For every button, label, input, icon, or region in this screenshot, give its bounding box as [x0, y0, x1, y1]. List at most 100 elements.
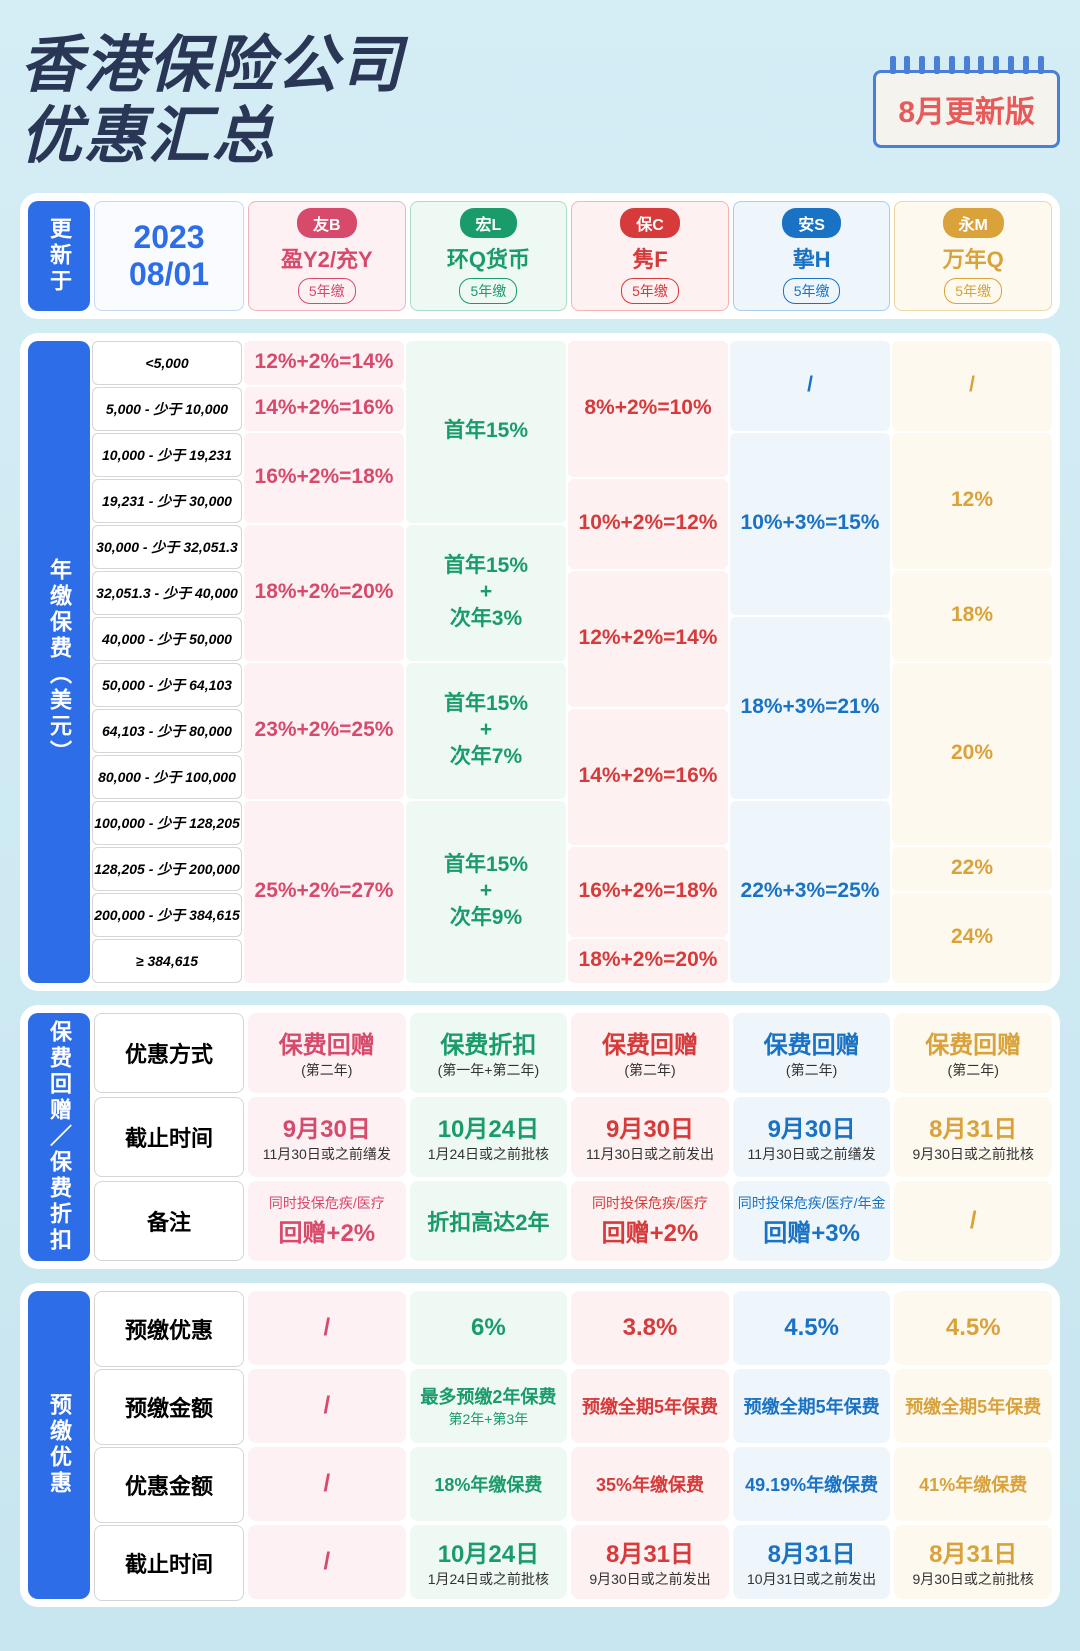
title-line2: 优惠汇总: [20, 101, 404, 172]
co-s: 安S 挚H 5年缴: [733, 201, 891, 311]
val-l: 首年15%: [406, 341, 566, 523]
val-s: 22%+3%=25%: [730, 801, 890, 983]
tier-row: 80,000 - 少于 100,000: [92, 755, 242, 799]
co-c-term: 5年缴: [621, 278, 679, 304]
prepay-b3: /: [248, 1447, 406, 1521]
refund-l2: 10月24日1月24日或之前批核: [410, 1097, 568, 1177]
refund-b1: 保费回赠(第二年): [248, 1013, 406, 1093]
refund-row-label: 优惠方式: [94, 1013, 244, 1093]
date-cell: 2023 08/01: [94, 201, 244, 311]
val-b: 25%+2%=27%: [244, 801, 404, 983]
prepay-row-label: 预缴金额: [94, 1369, 244, 1445]
co-b: 友B 盈Y2/充Y 5年缴: [248, 201, 406, 311]
side-prepay: 预缴优惠: [28, 1291, 90, 1599]
co-b-tag: 友B: [297, 208, 357, 238]
prepay-m3: 41%年缴保费: [894, 1447, 1052, 1521]
tier-row: 30,000 - 少于 32,051.3: [92, 525, 242, 569]
date-year: 2023: [133, 219, 204, 256]
prepay-panel: 预缴优惠 预缴优惠 / 6% 3.8% 4.5% 4.5% 预缴金额 / 最多预…: [20, 1283, 1060, 1607]
val-c: 12%+2%=14%: [568, 571, 728, 707]
val-c: 14%+2%=16%: [568, 709, 728, 845]
prepay-l3: 18%年缴保费: [410, 1447, 568, 1521]
val-m: 24%: [892, 893, 1052, 983]
val-s: 10%+3%=15%: [730, 433, 890, 615]
co-s-term: 5年缴: [783, 278, 841, 304]
co-m-tag: 永M: [943, 208, 1004, 238]
prepay-l1: 6%: [410, 1291, 568, 1365]
refund-l3: 折扣高达2年: [410, 1181, 568, 1261]
val-c: 10%+2%=12%: [568, 479, 728, 569]
side-tiers: 年缴保费（美元）: [28, 341, 90, 983]
prepay-m1: 4.5%: [894, 1291, 1052, 1365]
refund-b3: 同时投保危疾/医疗回赠+2%: [248, 1181, 406, 1261]
co-b-term: 5年缴: [298, 278, 356, 304]
side-refund: 保费回赠／保费折扣: [28, 1013, 90, 1261]
tier-row: 40,000 - 少于 50,000: [92, 617, 242, 661]
refund-l1: 保费折扣(第一年+第二年): [410, 1013, 568, 1093]
tier-row: 32,051.3 - 少于 40,000: [92, 571, 242, 615]
prepay-row-label: 预缴优惠: [94, 1291, 244, 1367]
page-title: 香港保险公司 优惠汇总: [20, 30, 404, 173]
title-block: 香港保险公司 优惠汇总 8月更新版: [20, 30, 1060, 173]
val-c: 8%+2%=10%: [568, 341, 728, 477]
tier-row: 5,000 - 少于 10,000: [92, 387, 242, 431]
prepay-m2: 预缴全期5年保费: [894, 1369, 1052, 1443]
co-s-tag: 安S: [782, 208, 841, 238]
tier-row: 64,103 - 少于 80,000: [92, 709, 242, 753]
val-s: 18%+3%=21%: [730, 617, 890, 799]
val-m: 22%: [892, 847, 1052, 891]
val-m: /: [892, 341, 1052, 431]
tier-row: ≥ 384,615: [92, 939, 242, 983]
refund-c2: 9月30日11月30日或之前发出: [571, 1097, 729, 1177]
prepay-s2: 预缴全期5年保费: [733, 1369, 891, 1443]
refund-m3: /: [894, 1181, 1052, 1261]
val-c: 18%+2%=20%: [568, 939, 728, 983]
val-m: 18%: [892, 571, 1052, 661]
prepay-c4: 8月31日9月30日或之前发出: [571, 1525, 729, 1599]
prepay-m4: 8月31日9月30日或之前批核: [894, 1525, 1052, 1599]
val-m: 12%: [892, 433, 1052, 569]
val-b: 23%+2%=25%: [244, 663, 404, 799]
prepay-row-label: 优惠金额: [94, 1447, 244, 1523]
version-label: 8月更新版: [873, 70, 1060, 148]
prepay-l2: 最多预缴2年保费第2年+第3年: [410, 1369, 568, 1443]
tier-row: 10,000 - 少于 19,231: [92, 433, 242, 477]
refund-s1: 保费回赠(第二年): [733, 1013, 891, 1093]
tier-row: 200,000 - 少于 384,615: [92, 893, 242, 937]
co-c-product: 隽F: [632, 242, 667, 274]
val-b: 12%+2%=14%: [244, 341, 404, 385]
refund-b2: 9月30日11月30日或之前缮发: [248, 1097, 406, 1177]
co-l-term: 5年缴: [459, 278, 517, 304]
co-c: 保C 隽F 5年缴: [571, 201, 729, 311]
prepay-b1: /: [248, 1291, 406, 1365]
val-b: 16%+2%=18%: [244, 433, 404, 523]
refund-row-label: 截止时间: [94, 1097, 244, 1177]
refund-c3: 同时投保危疾/医疗回赠+2%: [571, 1181, 729, 1261]
header-panel: 更新于 2023 08/01 友B 盈Y2/充Y 5年缴 宏L 环Q货币 5年缴…: [20, 193, 1060, 319]
co-c-tag: 保C: [620, 208, 680, 238]
tier-row: 128,205 - 少于 200,000: [92, 847, 242, 891]
prepay-c2: 预缴全期5年保费: [571, 1369, 729, 1443]
prepay-b4: /: [248, 1525, 406, 1599]
co-m: 永M 万年Q 5年缴: [894, 201, 1052, 311]
tier-row: <5,000: [92, 341, 242, 385]
val-l: 首年15% + 次年3%: [406, 525, 566, 661]
refund-m1: 保费回赠(第二年): [894, 1013, 1052, 1093]
prepay-c1: 3.8%: [571, 1291, 729, 1365]
refund-row-label: 备注: [94, 1181, 244, 1261]
co-l: 宏L 环Q货币 5年缴: [410, 201, 568, 311]
co-m-term: 5年缴: [944, 278, 1002, 304]
val-c: 16%+2%=18%: [568, 847, 728, 937]
prepay-row-label: 截止时间: [94, 1525, 244, 1601]
refund-m2: 8月31日9月30日或之前批核: [894, 1097, 1052, 1177]
refund-panel: 保费回赠／保费折扣 优惠方式 保费回赠(第二年) 保费折扣(第一年+第二年) 保…: [20, 1005, 1060, 1269]
val-l: 首年15% + 次年7%: [406, 663, 566, 799]
prepay-s1: 4.5%: [733, 1291, 891, 1365]
co-s-product: 挚H: [793, 242, 831, 274]
val-b: 14%+2%=16%: [244, 387, 404, 431]
prepay-s3: 49.19%年缴保费: [733, 1447, 891, 1521]
tiers-panel: 年缴保费（美元） <5,000 5,000 - 少于 10,000 10,000…: [20, 333, 1060, 991]
tier-row: 19,231 - 少于 30,000: [92, 479, 242, 523]
date-md: 08/01: [129, 256, 209, 293]
co-l-product: 环Q货币: [447, 242, 530, 274]
